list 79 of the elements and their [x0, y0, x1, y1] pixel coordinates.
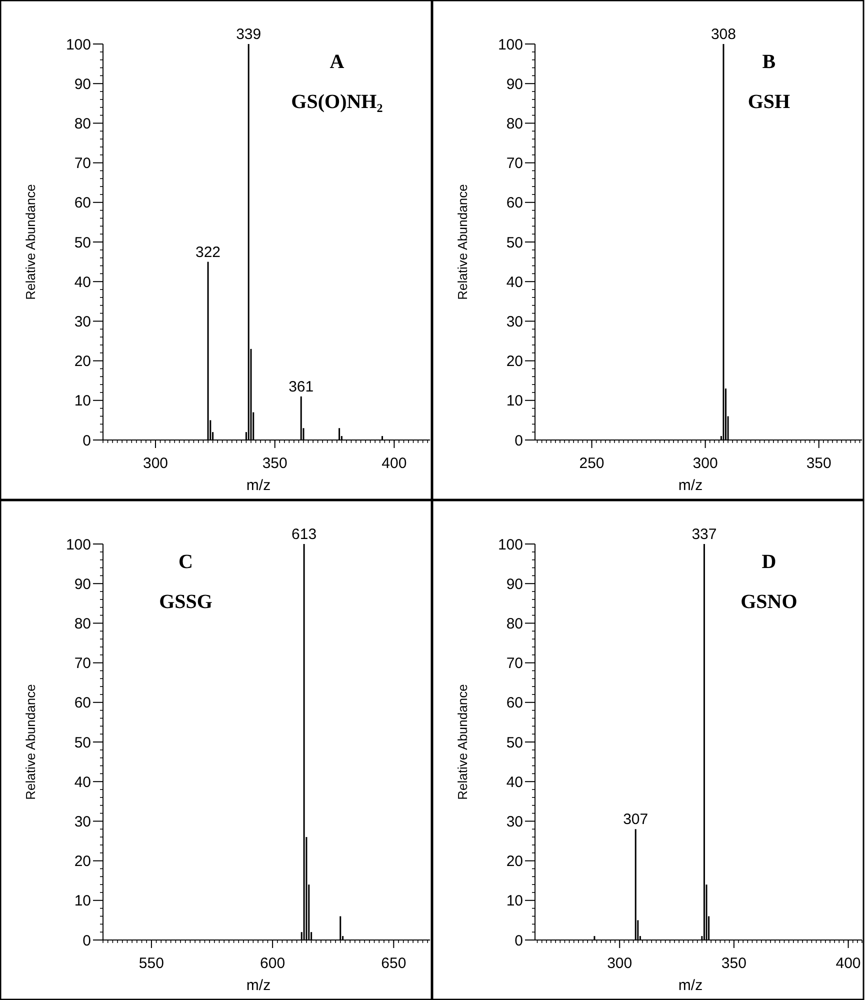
y-tick-label: 90	[74, 576, 91, 593]
y-tick-label: 90	[74, 76, 91, 93]
y-tick-label: 70	[74, 155, 91, 172]
y-tick-label: 20	[74, 353, 91, 370]
chart-title: D	[762, 551, 776, 573]
x-axis-title: m/z	[246, 977, 271, 994]
y-tick-label: 50	[506, 734, 523, 752]
y-tick-label: 0	[514, 432, 523, 450]
x-tick-label: 300	[692, 455, 718, 472]
y-tick-label: 100	[498, 536, 523, 554]
y-tick-label: 30	[506, 313, 523, 330]
text: GSSG	[159, 591, 213, 613]
y-tick-label: 40	[74, 774, 91, 791]
y-tick-label: 60	[506, 194, 523, 212]
annotation: 307	[623, 811, 648, 828]
y-tick-label: 0	[82, 932, 91, 950]
y-tick-label: 80	[506, 115, 523, 132]
x-tick-label: 650	[381, 955, 406, 972]
chart-title: A	[330, 51, 345, 73]
x-tick-label: 300	[142, 455, 168, 472]
x-tick-label: 600	[260, 955, 286, 972]
y-tick-label: 20	[506, 853, 523, 870]
chart-title: B	[762, 51, 776, 73]
x-tick-label: 400	[836, 955, 861, 972]
y-tick-label: 60	[506, 694, 523, 712]
y-tick-label: 10	[506, 892, 523, 910]
y-tick-label: 50	[74, 734, 91, 752]
y-tick-label: 50	[506, 234, 523, 252]
x-tick-label: 350	[806, 455, 832, 472]
x-tick-label: 350	[262, 455, 288, 472]
y-tick-label: 20	[506, 353, 523, 370]
y-tick-label: 40	[506, 774, 523, 791]
x-tick-label: 400	[382, 455, 407, 472]
x-tick-label: 350	[721, 955, 746, 972]
x-tick-label: 250	[579, 455, 604, 472]
chart-title: C	[178, 551, 193, 573]
y-tick-label: 0	[82, 432, 91, 450]
y-tick-label: 80	[506, 615, 523, 632]
y-tick-label: 60	[74, 194, 91, 212]
y-tick-label: 30	[74, 813, 91, 830]
annotation: 308	[710, 26, 736, 43]
y-tick-label: 30	[506, 813, 523, 830]
y-tick-label: 20	[74, 853, 91, 870]
y-tick-label: 70	[74, 655, 91, 672]
text: GSNO	[740, 591, 798, 613]
y-tick-label: 80	[74, 615, 91, 632]
y-tick-label: 60	[74, 694, 91, 712]
y-axis-title: Relative Abundance	[23, 684, 38, 800]
y-tick-label: 50	[74, 234, 91, 252]
y-tick-label: 10	[74, 892, 91, 910]
text: GS(O)NH₂	[291, 91, 383, 113]
annotation: 339	[236, 26, 262, 43]
y-tick-label: 0	[514, 932, 523, 950]
y-tick-label: 90	[506, 76, 523, 93]
annotation: 322	[196, 244, 221, 261]
x-tick-label: 550	[138, 955, 164, 972]
text: GSH	[748, 91, 791, 113]
y-axis-title: Relative Abundance	[23, 184, 38, 300]
y-tick-label: 90	[506, 576, 523, 593]
y-axis-title: Relative Abundance	[455, 684, 470, 800]
y-tick-label: 40	[74, 274, 91, 291]
y-tick-label: 80	[74, 115, 91, 132]
y-tick-label: 100	[498, 36, 523, 54]
y-axis-title: Relative Abundance	[455, 184, 470, 300]
y-tick-label: 100	[66, 536, 91, 554]
annotation: 613	[292, 526, 317, 543]
x-axis-title: m/z	[246, 477, 271, 494]
y-tick-label: 100	[66, 36, 91, 54]
y-tick-label: 10	[506, 392, 523, 410]
y-tick-label: 10	[74, 392, 91, 410]
y-tick-label: 70	[506, 655, 523, 672]
y-tick-label: 30	[74, 313, 91, 330]
x-axis-title: m/z	[678, 477, 703, 494]
x-tick-label: 300	[607, 955, 632, 972]
y-tick-label: 40	[506, 274, 523, 291]
x-axis-title: m/z	[678, 977, 703, 994]
annotation: 337	[692, 526, 717, 543]
y-tick-label: 70	[506, 155, 523, 172]
annotation: 361	[288, 378, 314, 396]
